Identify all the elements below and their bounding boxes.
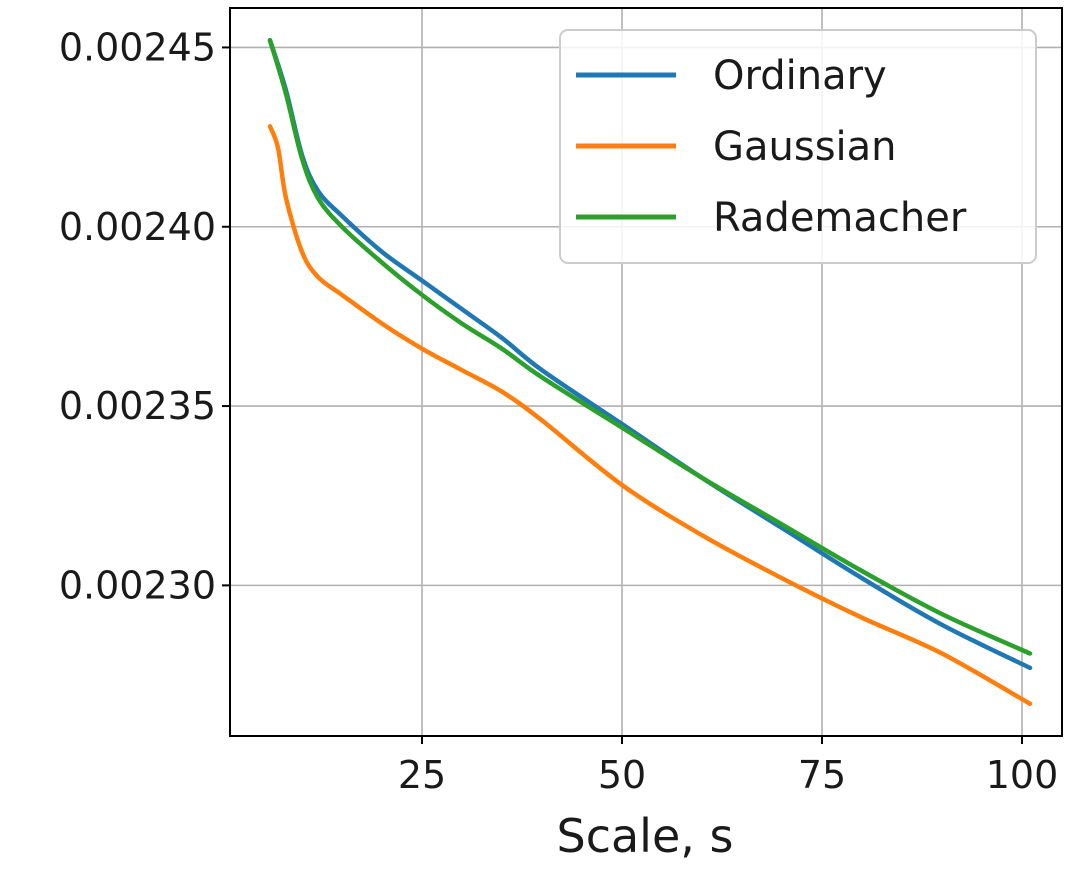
legend: Ordinary Gaussian Rademacher [559, 29, 1037, 264]
series-line-gaussian [267, 124, 1033, 706]
legend-label-rademacher: Rademacher [713, 195, 967, 241]
series-lines [267, 38, 1033, 706]
y-tick-label: 0.00235 [59, 384, 216, 428]
axis-ticks: 25 50 75 100 0.00230 0.00235 0.00240 0.00245 [59, 25, 1058, 797]
legend-box [559, 29, 1037, 264]
x-tick-label: 50 [598, 753, 646, 797]
y-tick-label: 0.00245 [59, 25, 216, 69]
legend-label-ordinary: Ordinary [713, 53, 887, 99]
x-tick-label: 25 [398, 753, 446, 797]
plot-frame [229, 7, 1063, 737]
y-tick-label: 0.00230 [59, 563, 216, 607]
legend-label-gaussian: Gaussian [713, 124, 897, 170]
x-tick-label: 100 [986, 753, 1059, 797]
y-tick-label: 0.00240 [59, 205, 216, 249]
x-axis-label: Scale, s [557, 809, 734, 863]
series-line-rademacher [267, 38, 1033, 656]
x-tick-label: 75 [798, 753, 846, 797]
